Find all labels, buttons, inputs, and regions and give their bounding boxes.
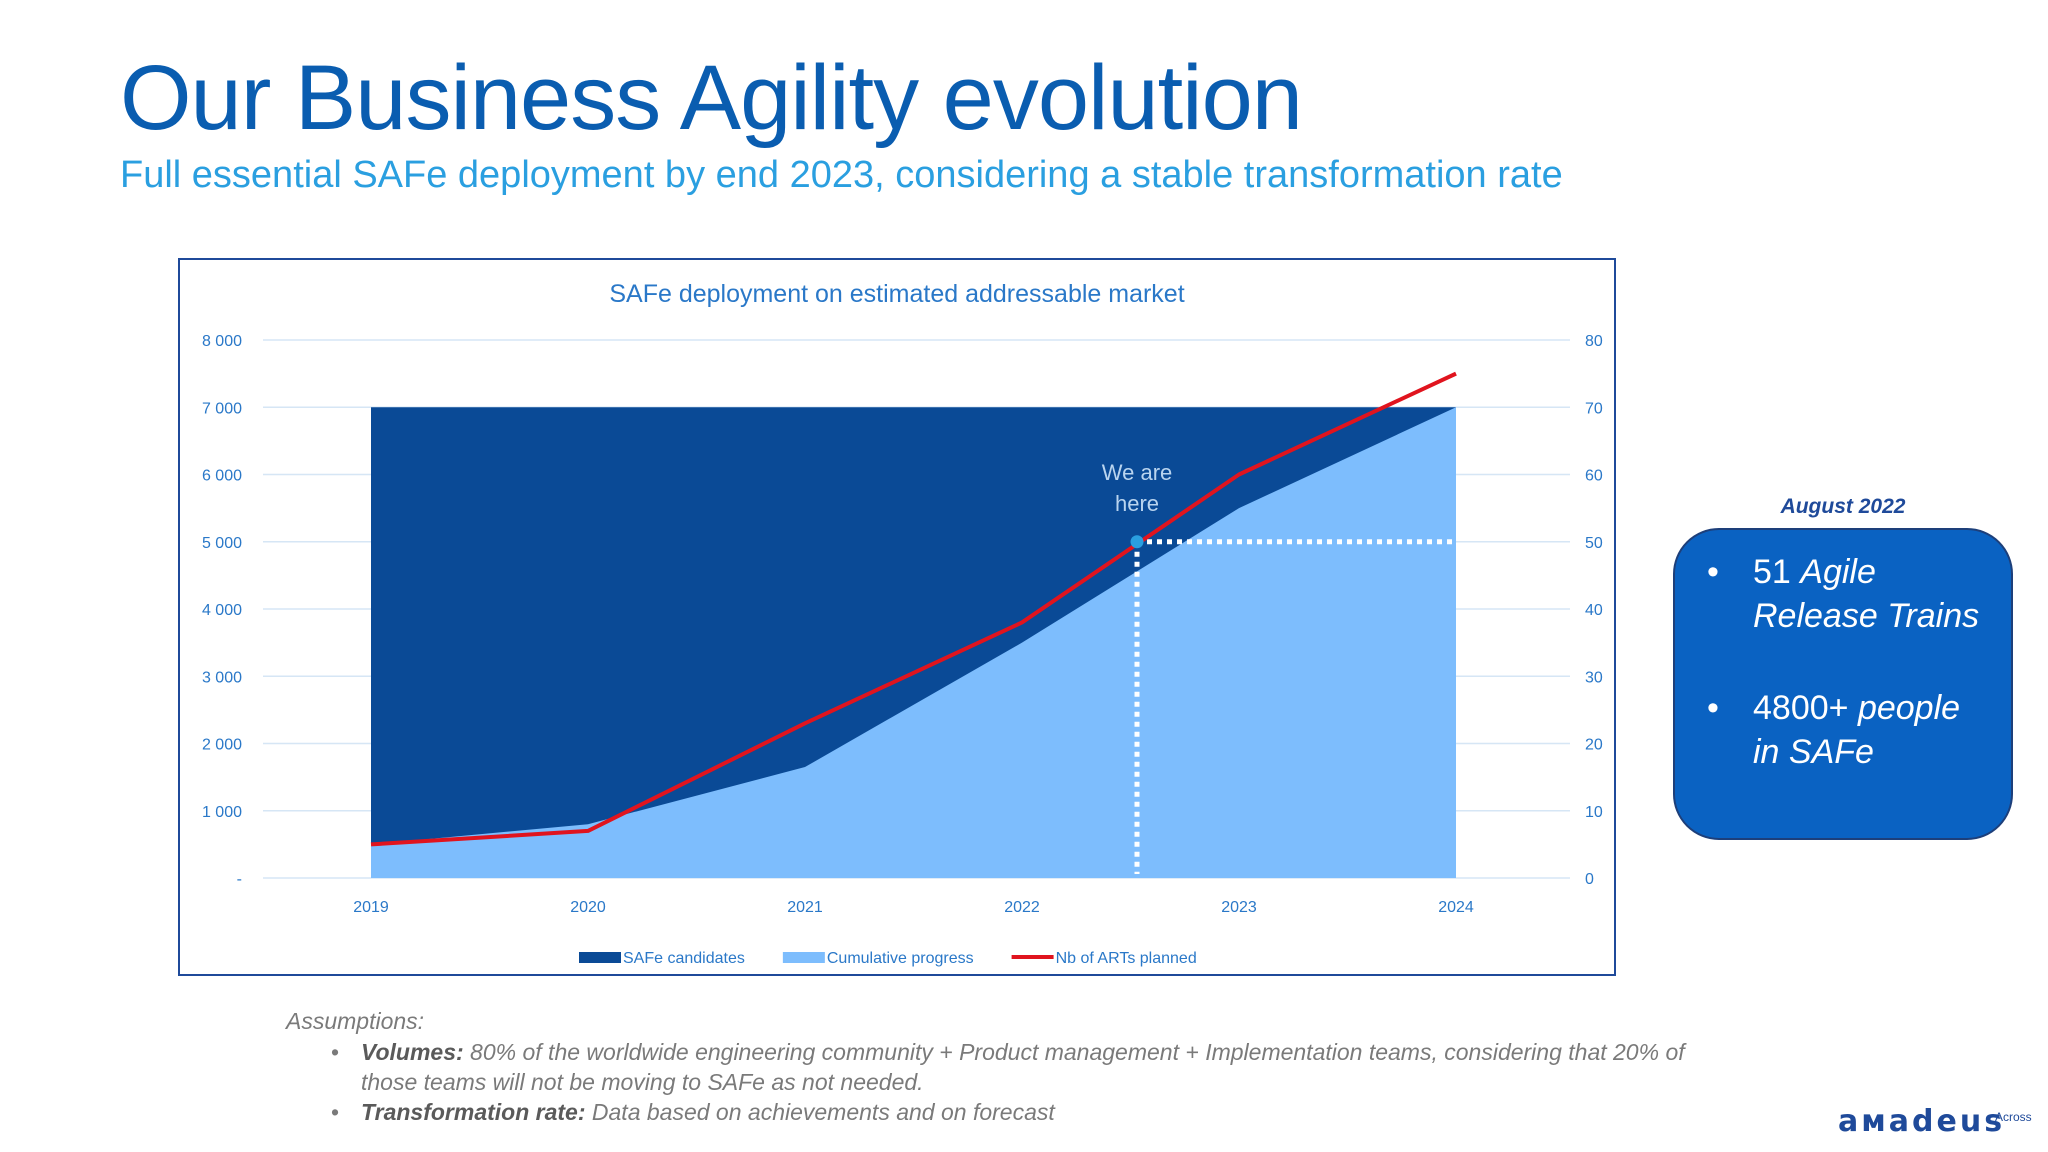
y-left-tick-label: 8 000 — [202, 333, 242, 350]
assumption-text: 80% of the worldwide engineering communi… — [361, 1039, 1685, 1095]
area-cumulative-progress — [371, 407, 1456, 878]
y-left-tick-label: - — [237, 871, 242, 888]
callout-label: Agile Release Trains — [1753, 553, 1980, 635]
legend-swatch-cumulative-progress — [782, 952, 825, 963]
callout-value: 4800+ — [1753, 689, 1858, 727]
assumption-transformation-rate: • Transformation rate: Data based on ach… — [331, 1097, 1691, 1127]
y-left-tick-label: 1 000 — [202, 804, 242, 821]
callout-box: • 51 Agile Release Trains • 4800+ people… — [1673, 528, 2013, 840]
amadeus-logo: aмadeus — [1838, 1104, 2006, 1139]
x-tick-label: 2022 — [1004, 899, 1040, 916]
assumption-key: Volumes: — [361, 1039, 464, 1065]
chart-title: SAFe deployment on estimated addressable… — [609, 280, 1184, 308]
bullet-icon: • — [1707, 553, 1719, 591]
callout-item-people: • 4800+ people in SAFe — [1703, 686, 1993, 774]
y-right-tick-label: 40 — [1585, 602, 1603, 619]
legend-label: SAFe candidates — [623, 950, 745, 967]
marker-point — [1130, 535, 1144, 549]
legend-swatch-safe-candidates — [579, 952, 621, 963]
assumption-key: Transformation rate: — [361, 1099, 586, 1125]
y-right-tick-label: 10 — [1585, 804, 1603, 821]
page-title: Our Business Agility evolution — [120, 47, 1303, 149]
y-left-tick-label: 7 000 — [202, 400, 242, 417]
y-right-tick-label: 60 — [1585, 468, 1603, 485]
legend-label: Nb of ARTs planned — [1056, 950, 1197, 967]
marker-label: We are — [1102, 460, 1173, 485]
callout-item-arts: • 51 Agile Release Trains — [1703, 550, 1993, 638]
y-right-tick-label: 80 — [1585, 333, 1603, 350]
y-right-tick-label: 70 — [1585, 400, 1603, 417]
assumptions-heading: Assumptions: — [286, 1008, 425, 1034]
callout-label: people in SAFe — [1753, 689, 1961, 771]
assumption-volumes: • Volumes: 80% of the worldwide engineer… — [331, 1037, 1691, 1097]
y-left-tick-label: 5 000 — [202, 535, 242, 552]
page-subtitle: Full essential SAFe deployment by end 20… — [120, 154, 1563, 196]
x-tick-label: 2024 — [1438, 899, 1474, 916]
bullet-icon: • — [331, 1099, 340, 1125]
marker-label: here — [1115, 491, 1159, 516]
x-tick-label: 2021 — [787, 899, 823, 916]
legend-label: Cumulative progress — [827, 950, 974, 967]
bullet-icon: • — [331, 1039, 340, 1065]
y-left-tick-label: 2 000 — [202, 737, 242, 754]
callout-value: 51 — [1753, 553, 1801, 591]
x-tick-label: 2023 — [1221, 899, 1257, 916]
callout-date: August 2022 — [1780, 495, 1906, 518]
y-left-tick-label: 3 000 — [202, 669, 242, 686]
y-left-tick-label: 6 000 — [202, 468, 242, 485]
y-right-tick-label: 30 — [1585, 669, 1603, 686]
chart-svg: SAFe deployment on estimated addressable… — [202, 280, 1603, 967]
y-right-tick-label: 50 — [1585, 535, 1603, 552]
line-nb-of-arts-planned — [370, 371, 1457, 847]
chart-frame: SAFe deployment on estimated addressable… — [178, 258, 1616, 976]
brand-tagline: Across — [1995, 1110, 2032, 1124]
x-tick-label: 2019 — [353, 899, 389, 916]
assumption-text: Data based on achievements and on foreca… — [585, 1099, 1055, 1125]
bullet-icon: • — [1707, 689, 1719, 727]
y-right-tick-label: 20 — [1585, 737, 1603, 754]
x-tick-label: 2020 — [570, 899, 606, 916]
y-left-tick-label: 4 000 — [202, 602, 242, 619]
y-right-tick-label: 0 — [1585, 871, 1594, 888]
